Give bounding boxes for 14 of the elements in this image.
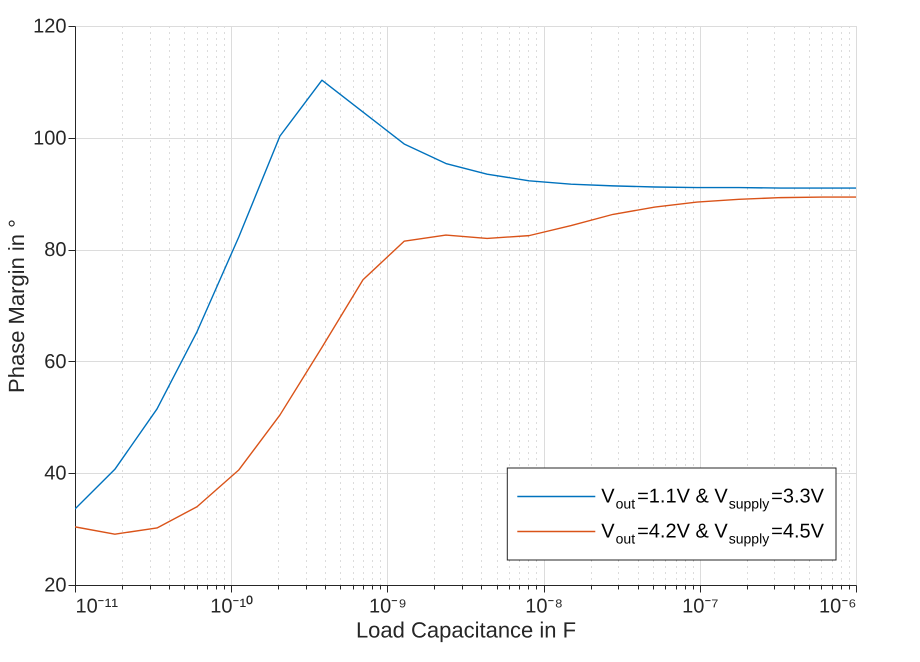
x-tick-label: 10⁻¹⁰ bbox=[210, 594, 254, 618]
x-tick-label: 10⁻¹¹ bbox=[76, 596, 118, 618]
y-tick-label: 80 bbox=[44, 239, 66, 262]
x-tick-label: 10⁻⁹ bbox=[368, 596, 407, 618]
x-tick-label: 10⁻⁸ bbox=[525, 596, 563, 618]
y-tick-label: 120 bbox=[33, 16, 66, 38]
x-axis-title: Load Capacitance in F bbox=[356, 618, 576, 642]
y-tick-label: 60 bbox=[44, 350, 66, 373]
x-tick-label: 10⁻⁷ bbox=[682, 596, 719, 618]
y-tick-label: 100 bbox=[33, 127, 66, 150]
y-axis-title: Phase Margin in ° bbox=[4, 219, 30, 393]
y-tick-label: 20 bbox=[44, 574, 66, 596]
x-tick-label: 10⁻⁶ bbox=[819, 596, 856, 618]
y-tick-label: 40 bbox=[44, 462, 66, 485]
